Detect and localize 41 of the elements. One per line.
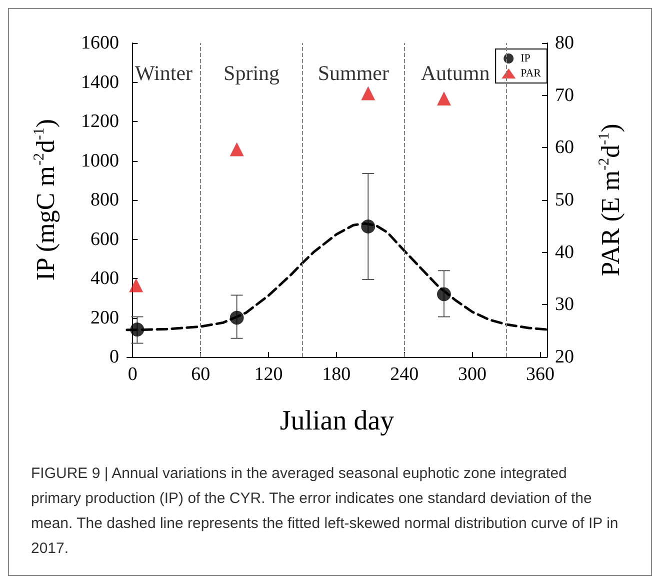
y-tick-label: 1000	[81, 150, 119, 172]
annotation: Winter	[135, 60, 193, 85]
x-tick-label: 360	[526, 364, 554, 385]
y-tick-label: 1200	[81, 111, 119, 132]
x-axis-title: Julian day	[280, 406, 394, 436]
y-tick-label: 400	[90, 268, 119, 289]
caption: FIGURE 9 | Annual variations in the averaged seasonal euphotic zone integrated primary production (IP) of the CYR. The error indicates one standard deviation of the mean. The dashed line represents the fitted left-skewed normal distribution curve of IP in 2017.	[30, 464, 620, 559]
y-tick-label: 0	[110, 346, 119, 368]
point	[230, 142, 244, 156]
annotation: Autumn	[420, 60, 490, 85]
y2-tick-label: 40	[555, 242, 574, 263]
point	[361, 86, 376, 100]
point	[436, 91, 451, 106]
y-tick-label: 600	[90, 228, 119, 250]
y-tick-label: 800	[90, 190, 119, 210]
y2-tick-label: 50	[555, 190, 574, 210]
y-tick-label: 200	[90, 307, 119, 328]
x-tick-label: 240	[390, 364, 419, 385]
x-tick-label: 0	[128, 364, 138, 385]
y-tick-label: 1600	[81, 32, 119, 54]
y2-tick-label: 70	[555, 84, 574, 106]
y-tick-label: 1400	[81, 72, 119, 93]
annotation: Spring	[224, 60, 280, 85]
point	[436, 287, 451, 302]
y2-tick-label: 60	[555, 137, 574, 158]
y2-tick-label: 30	[555, 294, 574, 316]
point	[361, 219, 376, 234]
legend-label: IP	[520, 52, 530, 64]
x-tick-label: 300	[458, 364, 487, 385]
y2-axis-title: PAR (E m-2d-1)	[596, 124, 625, 276]
x-tick-label: 60	[191, 364, 210, 385]
point	[230, 310, 244, 325]
point	[129, 278, 144, 292]
annotation: Summer	[318, 60, 389, 85]
x-tick-label: 120	[254, 364, 283, 385]
point	[130, 322, 144, 337]
y2-tick-label: 80	[555, 32, 574, 54]
legend-label: PAR	[520, 68, 542, 80]
x-tick-label: 180	[322, 364, 351, 385]
y2-tick-label: 20	[555, 346, 574, 368]
y-axis-title: IP (mgC m-2d-1)	[31, 118, 60, 281]
